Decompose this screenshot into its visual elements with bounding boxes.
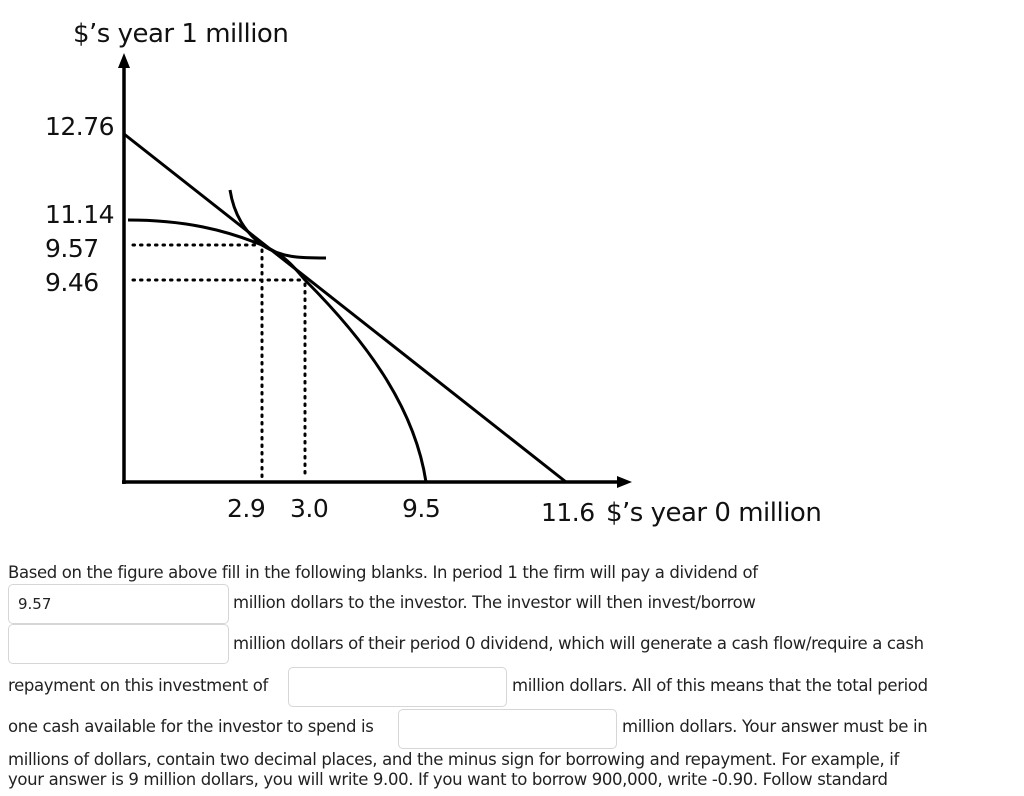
- x-tick-11-6: 11.6: [541, 498, 595, 527]
- y-axis-label: $’s year 1 million: [73, 19, 289, 49]
- question-line-5b: million dollars. Your answer must be in: [622, 717, 928, 736]
- investment-decision-figure: $’s year 1 million 12.76 11.14 9.57 9.46…: [45, 19, 822, 528]
- question-line-4b: million dollars. All of this means that …: [512, 676, 928, 695]
- question-line-4a: repayment on this investment of: [8, 676, 268, 695]
- x-axis-label: $’s year 0 million: [606, 498, 822, 528]
- y-tick-12-76: 12.76: [45, 112, 115, 141]
- question-line-5a: one cash available for the investor to s…: [8, 717, 374, 736]
- dotted-guides: [131, 243, 307, 480]
- cash-flow-repayment-input[interactable]: [288, 667, 507, 707]
- question-line-3: million dollars of their period 0 divide…: [233, 634, 924, 653]
- x-tick-2-9: 2.9: [227, 494, 266, 523]
- invest-borrow-amount-input[interactable]: [8, 624, 229, 664]
- y-tick-11-14: 11.14: [45, 200, 115, 229]
- dividend-period-1-input[interactable]: [8, 584, 229, 624]
- production-possibilities-curve: [127, 218, 428, 483]
- y-axis: [118, 53, 130, 484]
- budget-line: [123, 132, 567, 484]
- x-tick-9-5: 9.5: [402, 494, 441, 523]
- chart-canvas: [118, 53, 632, 488]
- x-axis: [122, 476, 632, 488]
- y-tick-9-46: 9.46: [45, 268, 99, 297]
- question-line-2: million dollars to the investor. The inv…: [233, 593, 756, 612]
- question-line-6: millions of dollars, contain two decimal…: [8, 750, 899, 769]
- y-tick-9-57: 9.57: [45, 234, 99, 263]
- question-line-7: your answer is 9 million dollars, you wi…: [8, 770, 888, 789]
- indifference-curve: [228, 189, 327, 260]
- x-tick-3-0: 3.0: [290, 494, 329, 523]
- question-line-1: Based on the figure above fill in the fo…: [8, 563, 758, 582]
- total-period-1-cash-input[interactable]: [398, 709, 617, 749]
